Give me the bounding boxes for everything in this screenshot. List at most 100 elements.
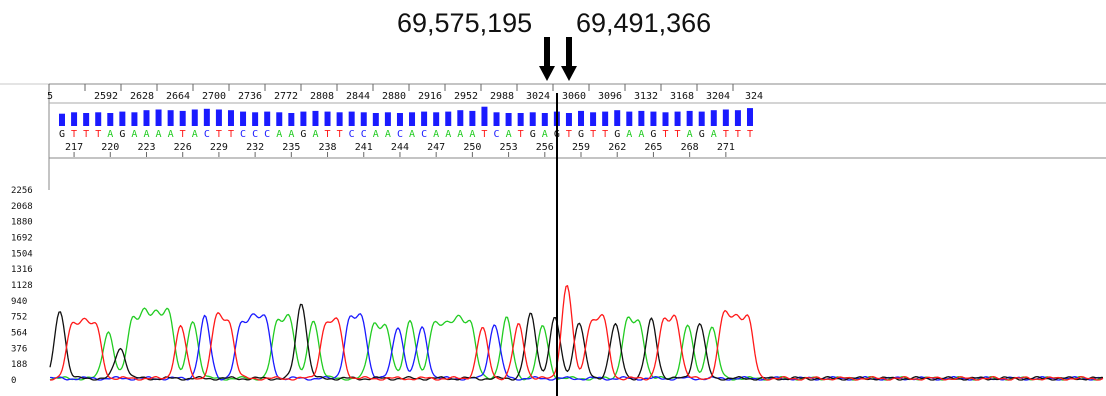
- quality-bar: [155, 109, 162, 126]
- base-call: A: [373, 129, 379, 140]
- base-tick-label: 223: [137, 142, 155, 153]
- y-tick-label: 752: [11, 313, 27, 323]
- base-tick-label: 232: [246, 142, 264, 153]
- quality-bar: [445, 111, 452, 126]
- quality-bar: [541, 113, 548, 126]
- trace-c: [50, 313, 1103, 381]
- base-call: G: [59, 129, 65, 140]
- scan-tick-label: 2772: [274, 91, 298, 102]
- quality-bar: [167, 110, 174, 126]
- quality-bar: [384, 112, 391, 126]
- y-tick-label: 1128: [11, 281, 33, 291]
- base-call: A: [457, 129, 463, 140]
- quality-bar: [493, 112, 500, 126]
- scan-tick-label: 3096: [598, 91, 622, 102]
- scan-tick-label: 2844: [346, 91, 370, 102]
- base-call: A: [156, 129, 162, 140]
- base-call: T: [325, 129, 331, 140]
- quality-bar: [227, 110, 234, 126]
- base-call: T: [95, 129, 101, 140]
- quality-bar: [638, 110, 645, 126]
- header-frame: [48, 83, 1106, 159]
- base-call: T: [675, 129, 681, 140]
- quality-bar: [312, 110, 319, 126]
- scan-tick-label: 5: [47, 91, 53, 102]
- base-call: C: [240, 129, 246, 140]
- scan-tick-label: 2988: [490, 91, 514, 102]
- base-call: A: [711, 129, 717, 140]
- base-call: A: [107, 129, 113, 140]
- quality-bar: [83, 113, 90, 126]
- scan-tick-label: 2700: [202, 91, 226, 102]
- base-call: G: [300, 129, 306, 140]
- y-tick-label: 376: [11, 344, 27, 354]
- quality-bar: [529, 112, 536, 126]
- scan-tick-label: 2736: [238, 91, 262, 102]
- base-call: G: [119, 129, 125, 140]
- base-tick-label: 217: [65, 142, 83, 153]
- base-call: A: [385, 129, 391, 140]
- left-coordinate-label: 69,575,195: [397, 8, 533, 38]
- quality-bar: [614, 110, 621, 126]
- base-call: T: [180, 129, 186, 140]
- base-call: A: [288, 129, 294, 140]
- base-tick-label: 268: [681, 142, 699, 153]
- scan-tick-label: 3204: [706, 91, 730, 102]
- base-call: A: [276, 129, 282, 140]
- base-call: A: [433, 129, 439, 140]
- base-call: A: [143, 129, 149, 140]
- base-call: T: [602, 129, 608, 140]
- base-call: A: [506, 129, 512, 140]
- base-call: T: [481, 129, 487, 140]
- quality-bar: [95, 112, 102, 126]
- base-tick-label: 271: [717, 142, 735, 153]
- quality-bar: [59, 113, 65, 126]
- base-call: T: [83, 129, 89, 140]
- base-call: A: [312, 129, 318, 140]
- scan-tick-label: 2664: [166, 91, 190, 102]
- trace-g: [49, 303, 1104, 381]
- quality-bar: [336, 112, 343, 126]
- y-tick-label: 1316: [11, 265, 33, 275]
- base-tick-label: 253: [500, 142, 518, 153]
- base-call: A: [192, 129, 198, 140]
- right-coordinate-label: 69,491,366: [576, 8, 712, 38]
- scan-tick-label: 2916: [418, 91, 442, 102]
- quality-bar: [348, 111, 355, 126]
- base-tick-label: 229: [210, 142, 228, 153]
- quality-bar: [421, 111, 428, 126]
- base-tick-label: 235: [282, 142, 300, 153]
- base-call: T: [566, 129, 572, 140]
- y-tick-label: 1692: [11, 234, 33, 244]
- base-call: C: [494, 129, 500, 140]
- base-call: T: [590, 129, 596, 140]
- quality-bar: [481, 106, 488, 126]
- base-call: C: [264, 129, 270, 140]
- quality-bar: [264, 111, 271, 126]
- scan-tick-label: 2880: [382, 91, 406, 102]
- scan-tick-label: 3060: [562, 91, 586, 102]
- base-call: A: [626, 129, 632, 140]
- quality-bar: [565, 113, 572, 126]
- base-call: C: [361, 129, 367, 140]
- base-call: C: [421, 129, 427, 140]
- base-tick-label: 256: [536, 142, 554, 153]
- quality-bar: [409, 112, 416, 126]
- base-call: T: [735, 129, 741, 140]
- base-tick-label: 244: [391, 142, 409, 153]
- base-call: T: [747, 129, 753, 140]
- base-tick-label: 220: [101, 142, 119, 153]
- quality-bar: [119, 111, 126, 126]
- quality-bar: [240, 111, 247, 126]
- y-tick-label: 1880: [11, 218, 33, 228]
- base-tick-label: 226: [174, 142, 192, 153]
- left-breakpoint-arrow-icon: [539, 37, 555, 81]
- base-call: T: [723, 129, 729, 140]
- quality-bar: [734, 110, 741, 126]
- quality-bar: [602, 111, 609, 126]
- y-tick-label: 0: [11, 376, 16, 386]
- trace-a: [49, 307, 1104, 381]
- quality-bar: [288, 113, 295, 126]
- base-call: A: [445, 129, 451, 140]
